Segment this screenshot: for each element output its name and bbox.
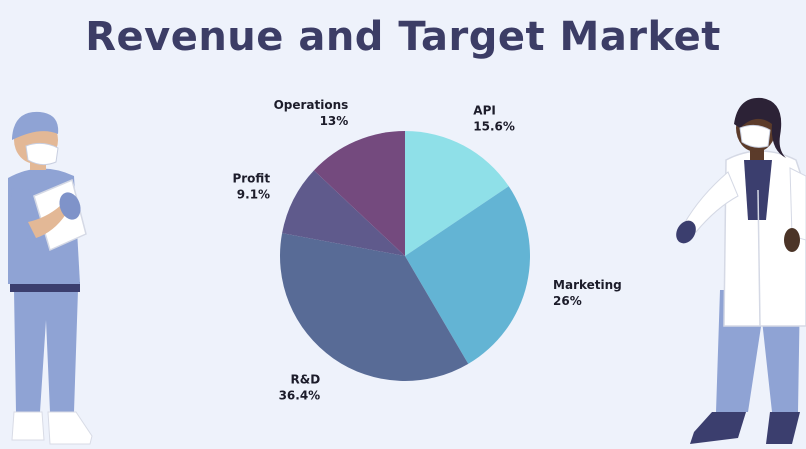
- slice-label: Operations: [274, 98, 349, 112]
- slice-label: Marketing: [553, 278, 622, 292]
- page-title: Revenue and Target Market: [85, 14, 721, 60]
- slice-label: Profit: [232, 172, 270, 186]
- pie-chart: API 15.6% Marketing 26% R&D 36.4% Profit 9.1% Op…: [232, 98, 621, 402]
- slice-value-label: 9.1%: [237, 188, 270, 202]
- doctor-with-clipboard-illustration: [8, 111, 93, 445]
- pie-slice-profit: [282, 170, 405, 256]
- slice-value-label: 36.4%: [279, 388, 321, 402]
- slice-label: API: [473, 104, 496, 118]
- slice-label: R&D: [291, 372, 321, 386]
- doctor-in-lab-coat-illustration: [676, 97, 806, 444]
- slice-value-label: 13%: [320, 114, 349, 128]
- pie-slice-operations: [313, 131, 405, 256]
- slice-value-label: 26%: [553, 294, 582, 308]
- slice-value-label: 15.6%: [473, 120, 515, 134]
- pie-slice-r-d: [280, 233, 469, 381]
- pie-slice-marketing: [405, 186, 530, 364]
- pie-slice-api: [405, 131, 509, 256]
